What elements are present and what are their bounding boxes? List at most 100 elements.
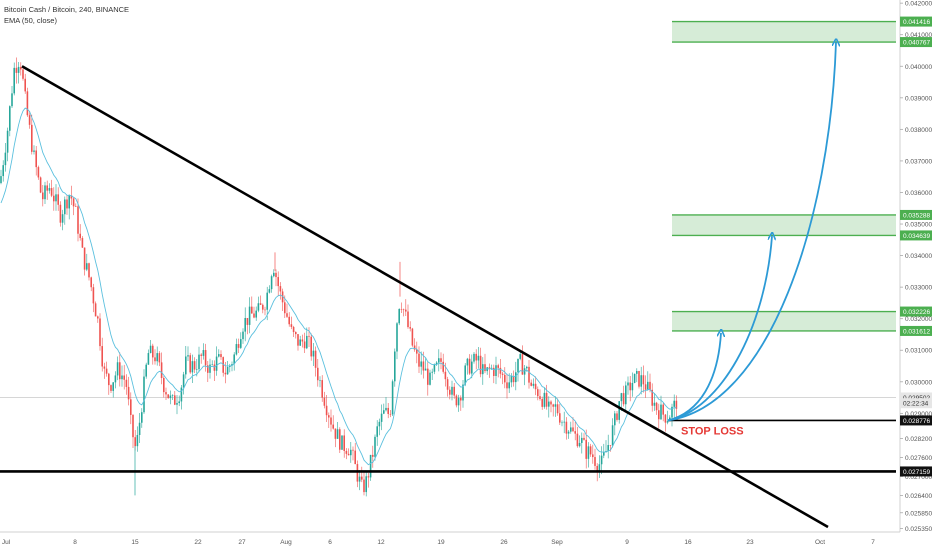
candle-body bbox=[44, 185, 46, 200]
candle-body bbox=[255, 310, 257, 318]
price-tag-box bbox=[900, 325, 932, 336]
candle-body bbox=[286, 313, 288, 317]
candle-body bbox=[112, 382, 114, 391]
candle-body bbox=[222, 357, 224, 373]
y-tick-label: 0.030000 bbox=[905, 379, 932, 386]
y-tick-label: 0.032000 bbox=[905, 316, 932, 323]
candle-body bbox=[334, 428, 337, 439]
candle-body bbox=[31, 124, 33, 152]
chart-legend: Bitcoin Cash / Bitcoin, 240, BINANCE EMA… bbox=[4, 4, 129, 26]
candle-body bbox=[405, 309, 407, 312]
candle-body bbox=[508, 382, 510, 389]
candle-body bbox=[281, 291, 284, 303]
candle-body bbox=[213, 364, 216, 371]
candle-body bbox=[189, 355, 191, 373]
candle-body bbox=[33, 150, 35, 152]
candle-body bbox=[620, 393, 623, 402]
y-tick-label: 0.033000 bbox=[905, 285, 932, 292]
candle-body bbox=[567, 431, 570, 434]
descending-trendline bbox=[21, 65, 829, 529]
candle-body bbox=[268, 289, 271, 293]
candle-body bbox=[224, 372, 227, 375]
candle-body bbox=[341, 435, 343, 450]
candle-body bbox=[543, 392, 546, 407]
x-tick-label: Jul bbox=[2, 539, 11, 546]
candle-body bbox=[134, 437, 136, 447]
candle-body bbox=[603, 452, 605, 456]
y-tick-label: 0.039000 bbox=[905, 95, 932, 102]
candle-body bbox=[446, 379, 449, 390]
candle-body bbox=[545, 392, 548, 407]
price-tag-label: 0.040767 bbox=[903, 40, 930, 47]
candle-body bbox=[413, 345, 416, 350]
price-tag-box bbox=[900, 398, 932, 409]
candle-body bbox=[565, 421, 568, 434]
x-tick-label: 23 bbox=[746, 539, 754, 546]
candle-body bbox=[207, 365, 209, 373]
projection-arrow-3 bbox=[667, 42, 836, 422]
candle-body bbox=[79, 233, 81, 239]
candle-body bbox=[416, 349, 418, 354]
price-tag-box bbox=[900, 37, 932, 48]
price-tag-box bbox=[900, 415, 932, 426]
candle-body bbox=[475, 353, 477, 361]
candle-body bbox=[367, 476, 370, 478]
candle-body bbox=[61, 214, 64, 223]
candle-body bbox=[433, 364, 436, 372]
candle-body bbox=[490, 367, 493, 369]
candle-body bbox=[6, 130, 9, 153]
x-tick-label: Sep bbox=[551, 539, 563, 546]
price-tag-box bbox=[900, 230, 932, 241]
candle-body bbox=[20, 66, 22, 70]
price-tag-label: 0.032226 bbox=[903, 309, 930, 316]
price-tag-box bbox=[900, 392, 932, 403]
candle-body bbox=[154, 357, 156, 362]
candle-body bbox=[402, 309, 405, 311]
candle-body bbox=[394, 351, 396, 382]
target-zone-2 bbox=[672, 214, 896, 236]
candle-body bbox=[114, 375, 117, 383]
candle-body bbox=[141, 412, 143, 423]
candle-body bbox=[471, 361, 473, 374]
candle-body bbox=[640, 375, 642, 387]
candle-body bbox=[598, 464, 601, 472]
y-tick-label: 0.037000 bbox=[905, 158, 932, 165]
candle-body bbox=[26, 91, 29, 116]
candle-body bbox=[376, 426, 378, 437]
x-tick-label: 15 bbox=[131, 539, 139, 546]
candle-body bbox=[132, 414, 134, 438]
candle-body bbox=[664, 414, 667, 423]
candle-body bbox=[147, 353, 150, 365]
candle-body bbox=[427, 368, 429, 385]
candle-body bbox=[585, 439, 587, 459]
candle-body bbox=[556, 404, 559, 414]
candle-body bbox=[374, 436, 376, 457]
candle-body bbox=[616, 413, 618, 420]
candle-body bbox=[169, 395, 172, 399]
candle-body bbox=[105, 368, 108, 374]
candle-body bbox=[218, 354, 220, 357]
candle-body bbox=[110, 385, 112, 391]
price-tag-label: 0.031612 bbox=[903, 328, 930, 335]
candle-body bbox=[354, 450, 356, 465]
candle-body bbox=[455, 395, 458, 406]
chart-title: Bitcoin Cash / Bitcoin, 240, BINANCE bbox=[4, 5, 130, 14]
candle-body bbox=[86, 263, 88, 270]
candle-body bbox=[180, 387, 183, 402]
candle-body bbox=[345, 450, 348, 454]
candle-body bbox=[35, 150, 37, 168]
candle-body bbox=[103, 366, 106, 369]
candle-body bbox=[479, 355, 482, 375]
projection-arrow-2 bbox=[667, 236, 772, 422]
candle-body bbox=[42, 192, 44, 200]
candle-body bbox=[583, 437, 585, 440]
candle-body bbox=[123, 375, 125, 380]
candle-body bbox=[424, 368, 427, 371]
candle-body bbox=[622, 393, 625, 405]
candle-body bbox=[57, 194, 59, 205]
x-tick-label: 7 bbox=[871, 539, 875, 546]
candle-body bbox=[493, 367, 495, 376]
candle-body bbox=[552, 404, 554, 407]
y-tick-label: 0.027000 bbox=[905, 474, 932, 481]
